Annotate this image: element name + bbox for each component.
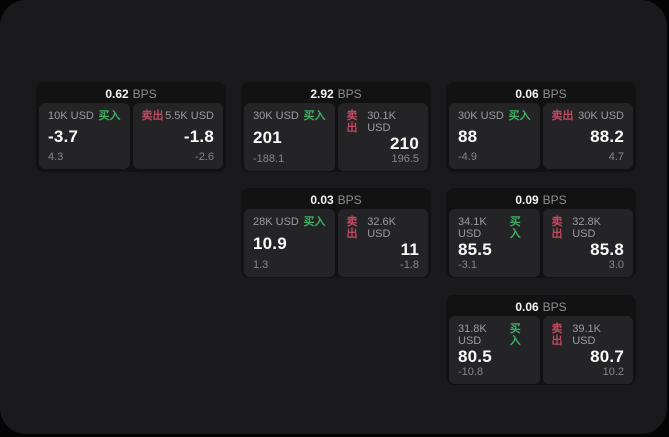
spread-header: 0.06 BPS [449, 85, 633, 103]
spread-value: 0.62 [105, 87, 129, 101]
buy-label: 买入 [303, 110, 326, 122]
quote-card: 0.06 BPS 31.8K USD 买入 80.5 -10.8 卖出 39.1… [446, 295, 636, 385]
buy-delta: -10.8 [458, 366, 484, 378]
spread-value: 0.06 [515, 300, 539, 314]
buy-quote-tile[interactable]: 31.8K USD 买入 80.5 -10.8 [449, 316, 540, 384]
buy-delta: 1.3 [253, 259, 269, 271]
sell-price: 80.7 [590, 347, 624, 366]
buy-quote-tile[interactable]: 30K USD 买入 88 -4.9 [449, 103, 540, 169]
buy-delta: -4.9 [458, 151, 477, 163]
spread-value: 0.06 [515, 87, 539, 101]
spread-unit-label: BPS [132, 87, 157, 101]
sell-delta: 10.2 [602, 366, 624, 378]
quote-card: 0.09 BPS 34.1K USD 买入 85.5 -3.1 卖出 32.8K… [446, 188, 636, 278]
sell-delta: -1.8 [400, 259, 419, 271]
sell-quote-tile[interactable]: 卖出 32.6K USD 11 -1.8 [337, 209, 428, 277]
sell-delta: 4.7 [608, 151, 624, 163]
sell-quote-tile[interactable]: 卖出 30K USD 88.2 4.7 [542, 103, 633, 169]
buy-label: 买入 [303, 216, 326, 228]
sell-label: 卖出 [141, 110, 164, 122]
buy-quote-tile[interactable]: 28K USD 买入 10.9 1.3 [244, 209, 335, 277]
buy-price: 201 [253, 128, 282, 147]
sell-amount: 32.6K USD [367, 216, 396, 240]
buy-quote-tile[interactable]: 34.1K USD 买入 85.5 -3.1 [449, 209, 540, 277]
buy-delta: 4.3 [48, 151, 64, 163]
quote-card: 0.06 BPS 30K USD 买入 88 -4.9 卖出 30K USD 8… [446, 82, 636, 172]
buy-amount: 31.8K USD [458, 323, 487, 347]
buy-delta: -188.1 [253, 153, 285, 165]
spread-value: 2.92 [310, 87, 334, 101]
buy-amount: 10K USD [48, 110, 94, 122]
spread-value: 0.03 [310, 193, 334, 207]
buy-amount: 28K USD [253, 216, 299, 228]
quote-card: 0.62 BPS 10K USD 买入 -3.7 4.3 卖出 5.5K USD… [36, 82, 226, 172]
sell-label: 卖出 [551, 216, 563, 240]
quote-card: 2.92 BPS 30K USD 买入 201 -188.1 卖出 30.1K … [241, 82, 431, 172]
sell-price: 85.8 [590, 240, 624, 259]
buy-quote-tile[interactable]: 10K USD 买入 -3.7 4.3 [39, 103, 130, 169]
spread-unit-label: BPS [542, 193, 567, 207]
sell-amount: 5.5K USD [165, 110, 214, 122]
buy-delta: -3.1 [458, 259, 477, 271]
spread-header: 0.62 BPS [39, 85, 223, 103]
buy-amount: 30K USD [253, 110, 299, 122]
sell-quote-tile[interactable]: 卖出 39.1K USD 80.7 10.2 [542, 316, 633, 384]
sell-delta: -2.6 [195, 151, 214, 163]
buy-price: 85.5 [458, 240, 492, 259]
spread-value: 0.09 [515, 193, 539, 207]
sell-amount: 30K USD [578, 110, 624, 122]
spread-unit-label: BPS [542, 87, 567, 101]
sell-amount: 32.8K USD [572, 216, 601, 240]
buy-price: 80.5 [458, 347, 492, 366]
sell-label: 卖出 [346, 110, 358, 134]
buy-amount: 30K USD [458, 110, 504, 122]
spread-header: 0.06 BPS [449, 298, 633, 316]
sell-delta: 3.0 [608, 259, 624, 271]
sell-amount: 30.1K USD [367, 110, 396, 134]
buy-price: -3.7 [48, 127, 79, 146]
sell-label: 卖出 [346, 216, 358, 240]
sell-quote-tile[interactable]: 卖出 5.5K USD -1.8 -2.6 [132, 103, 223, 169]
spread-unit-label: BPS [337, 87, 362, 101]
sell-price: 210 [390, 134, 419, 153]
buy-label: 买入 [509, 323, 521, 347]
sell-label: 卖出 [551, 110, 574, 122]
sell-amount: 39.1K USD [572, 323, 601, 347]
sell-delta: 196.5 [391, 153, 419, 165]
spread-header: 2.92 BPS [244, 85, 428, 103]
quote-card: 0.03 BPS 28K USD 买入 10.9 1.3 卖出 32.6K US… [241, 188, 431, 278]
sell-quote-tile[interactable]: 卖出 32.8K USD 85.8 3.0 [542, 209, 633, 277]
spread-unit-label: BPS [542, 300, 567, 314]
buy-price: 88 [458, 127, 478, 146]
spread-header: 0.09 BPS [449, 191, 633, 209]
buy-price: 10.9 [253, 234, 287, 253]
spread-unit-label: BPS [337, 193, 362, 207]
sell-price: 11 [400, 240, 419, 259]
spread-header: 0.03 BPS [244, 191, 428, 209]
buy-label: 买入 [508, 110, 531, 122]
sell-label: 卖出 [551, 323, 563, 347]
sell-quote-tile[interactable]: 卖出 30.1K USD 210 196.5 [337, 103, 428, 171]
buy-label: 买入 [509, 216, 521, 240]
sell-price: -1.8 [183, 127, 214, 146]
buy-amount: 34.1K USD [458, 216, 487, 240]
sell-price: 88.2 [590, 127, 624, 146]
buy-label: 买入 [98, 110, 121, 122]
buy-quote-tile[interactable]: 30K USD 买入 201 -188.1 [244, 103, 335, 171]
